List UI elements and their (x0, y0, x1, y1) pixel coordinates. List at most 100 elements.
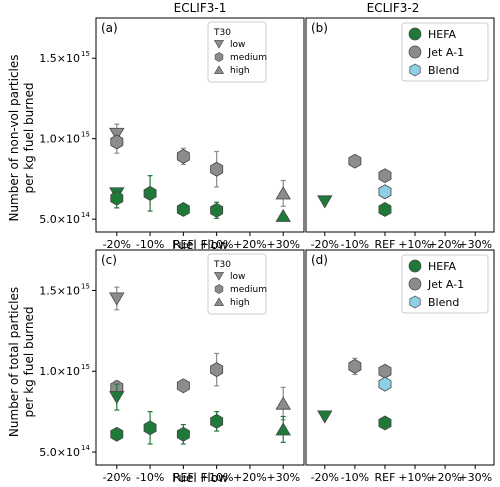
x-tick-label: REF (374, 238, 395, 251)
y-tick-exponent: 15 (81, 363, 90, 371)
point-hefa-high (275, 208, 291, 222)
legend-entry: HEFA (428, 28, 457, 41)
y-tick-label: 5.0×10 (39, 446, 80, 459)
x-tick-label: +20% (233, 238, 267, 251)
legend-marker-low (213, 40, 225, 49)
xlabel-bottom-left: Fuel Flow (172, 471, 228, 485)
y-tick-exponent: 15 (81, 282, 90, 290)
x-tick-label: -20% (311, 471, 339, 484)
plot-frame (305, 249, 495, 466)
point-hefa-medium (110, 190, 124, 206)
y-tick-label: 1.5×10 (39, 284, 80, 297)
point-jet-a1-medium (110, 134, 124, 150)
x-tick-label: -10% (136, 238, 164, 251)
legend-fuels: HEFA Jet A-1 Blend (401, 254, 489, 314)
y-tick-exponent: 15 (81, 131, 90, 139)
legend-entry: Blend (428, 296, 459, 309)
legend-marker-hefa (408, 27, 422, 41)
y-tick-label: 1.0×10 (39, 365, 80, 378)
x-tick-label: +10% (398, 238, 432, 251)
point-hefa-low (317, 195, 333, 209)
point-jet-a1-low (109, 292, 125, 306)
ylabel-bottom-line2: per kg fuel burned (22, 306, 36, 417)
legend-box (401, 254, 489, 314)
point-jet-a1-medium (210, 362, 224, 378)
legend-entry: low (230, 40, 245, 50)
plot-frame (95, 249, 305, 466)
column-title-right: ECLIF3-2 (367, 1, 420, 15)
ylabel-top: Number of non-vol particles per kg fuel … (7, 54, 36, 221)
point-blend-medium (378, 184, 392, 200)
y-tick-label: 1.5×10 (39, 52, 80, 65)
point-hefa-high (275, 422, 291, 436)
ylabel-top-line1: Number of non-vol particles (7, 54, 21, 221)
panel-b: (b) -20% -10% REF +10%+20%+30% HEFA Jet A-1 Ble… (305, 17, 495, 251)
x-tick-label: -10% (136, 471, 164, 484)
y-tick-exponent: 15 (81, 50, 90, 58)
legend-t30: T30 low medium high (207, 253, 267, 315)
x-tick-label: +20% (428, 471, 462, 484)
plot-frame (305, 17, 495, 233)
y-tick-exponent: 14 (81, 444, 90, 452)
legend-entry: Jet A-1 (427, 278, 464, 291)
x-tick-label: REF (173, 471, 194, 484)
x-tick-label: +10% (200, 238, 234, 251)
x-tick-label: +20% (233, 471, 267, 484)
legend-entry: medium (230, 53, 267, 63)
ylabel-bottom: Number of total particles per kg fuel bu… (7, 287, 36, 437)
legend-marker-low (213, 272, 225, 281)
point-hefa-medium (210, 202, 224, 218)
x-tick-label: REF (173, 238, 194, 251)
x-tick-label: +30% (266, 471, 300, 484)
point-jet-a1-high (275, 396, 291, 410)
point-hefa-medium (378, 202, 392, 217)
column-title-left: ECLIF3-1 (174, 1, 227, 15)
y-tick-exponent: 14 (81, 211, 90, 219)
panel-label: (b) (311, 21, 328, 35)
point-hefa-medium (176, 426, 190, 442)
panels: (a)-20% -10% REF +10% +20% +30%5.0×10 141.0×10… (39, 17, 495, 484)
point-hefa-medium (110, 426, 124, 442)
x-tick-label: +30% (266, 238, 300, 251)
point-jet-a1-medium (176, 378, 190, 394)
panel-c: (c) -20% -10% REF +10% +20% +30% 5.0×10 14 1.0×10… (39, 249, 305, 484)
panel-label: (c) (101, 253, 117, 267)
panel-a: (a) -20% -10% REF +10% +20% +30% 5.0×10 14 1.0×10… (39, 17, 305, 251)
legend-entry: medium (230, 285, 267, 295)
legend-marker-high (213, 65, 225, 74)
legend-marker-blend (409, 295, 421, 309)
y-tick-label: 1.0×10 (39, 133, 80, 146)
legend-marker-jet-a1 (408, 45, 422, 59)
plot-frame (95, 17, 305, 233)
legend-marker-medium (214, 284, 224, 294)
legend-marker-blend (409, 63, 421, 77)
legend-box (401, 22, 489, 82)
legend-marker-jet-a1 (408, 277, 422, 291)
panel-label: (d) (311, 253, 328, 267)
point-hefa-low (317, 410, 333, 424)
legend-marker-medium (214, 52, 224, 62)
point-hefa-medium (143, 420, 157, 436)
ylabel-top-line2: per kg fuel burned (22, 82, 36, 193)
panel-d: (d) -20% -10% REF +10%+20%+30% HEFA Jet A-1 Ble… (305, 249, 495, 484)
point-blend-medium (378, 376, 392, 392)
x-tick-label: REF (374, 471, 395, 484)
point-jet-a1-medium (378, 363, 392, 379)
legend-entry: Blend (428, 64, 459, 77)
legend-entry: high (230, 66, 250, 76)
point-hefa-medium (210, 413, 224, 429)
point-hefa-medium (176, 202, 190, 217)
x-tick-label: -20% (311, 238, 339, 251)
point-jet-a1-medium (378, 168, 392, 184)
panel-label: (a) (101, 21, 118, 35)
point-hefa-medium (143, 185, 157, 201)
x-tick-label: -10% (341, 471, 369, 484)
x-tick-label: +20% (428, 238, 462, 251)
point-jet-a1-medium (348, 358, 362, 374)
x-tick-label: -10% (341, 238, 369, 251)
x-tick-label: -20% (103, 238, 131, 251)
legend-title: T30 (213, 260, 231, 270)
y-tick-label: 5.0×10 (39, 213, 80, 226)
x-tick-label: -20% (103, 471, 131, 484)
